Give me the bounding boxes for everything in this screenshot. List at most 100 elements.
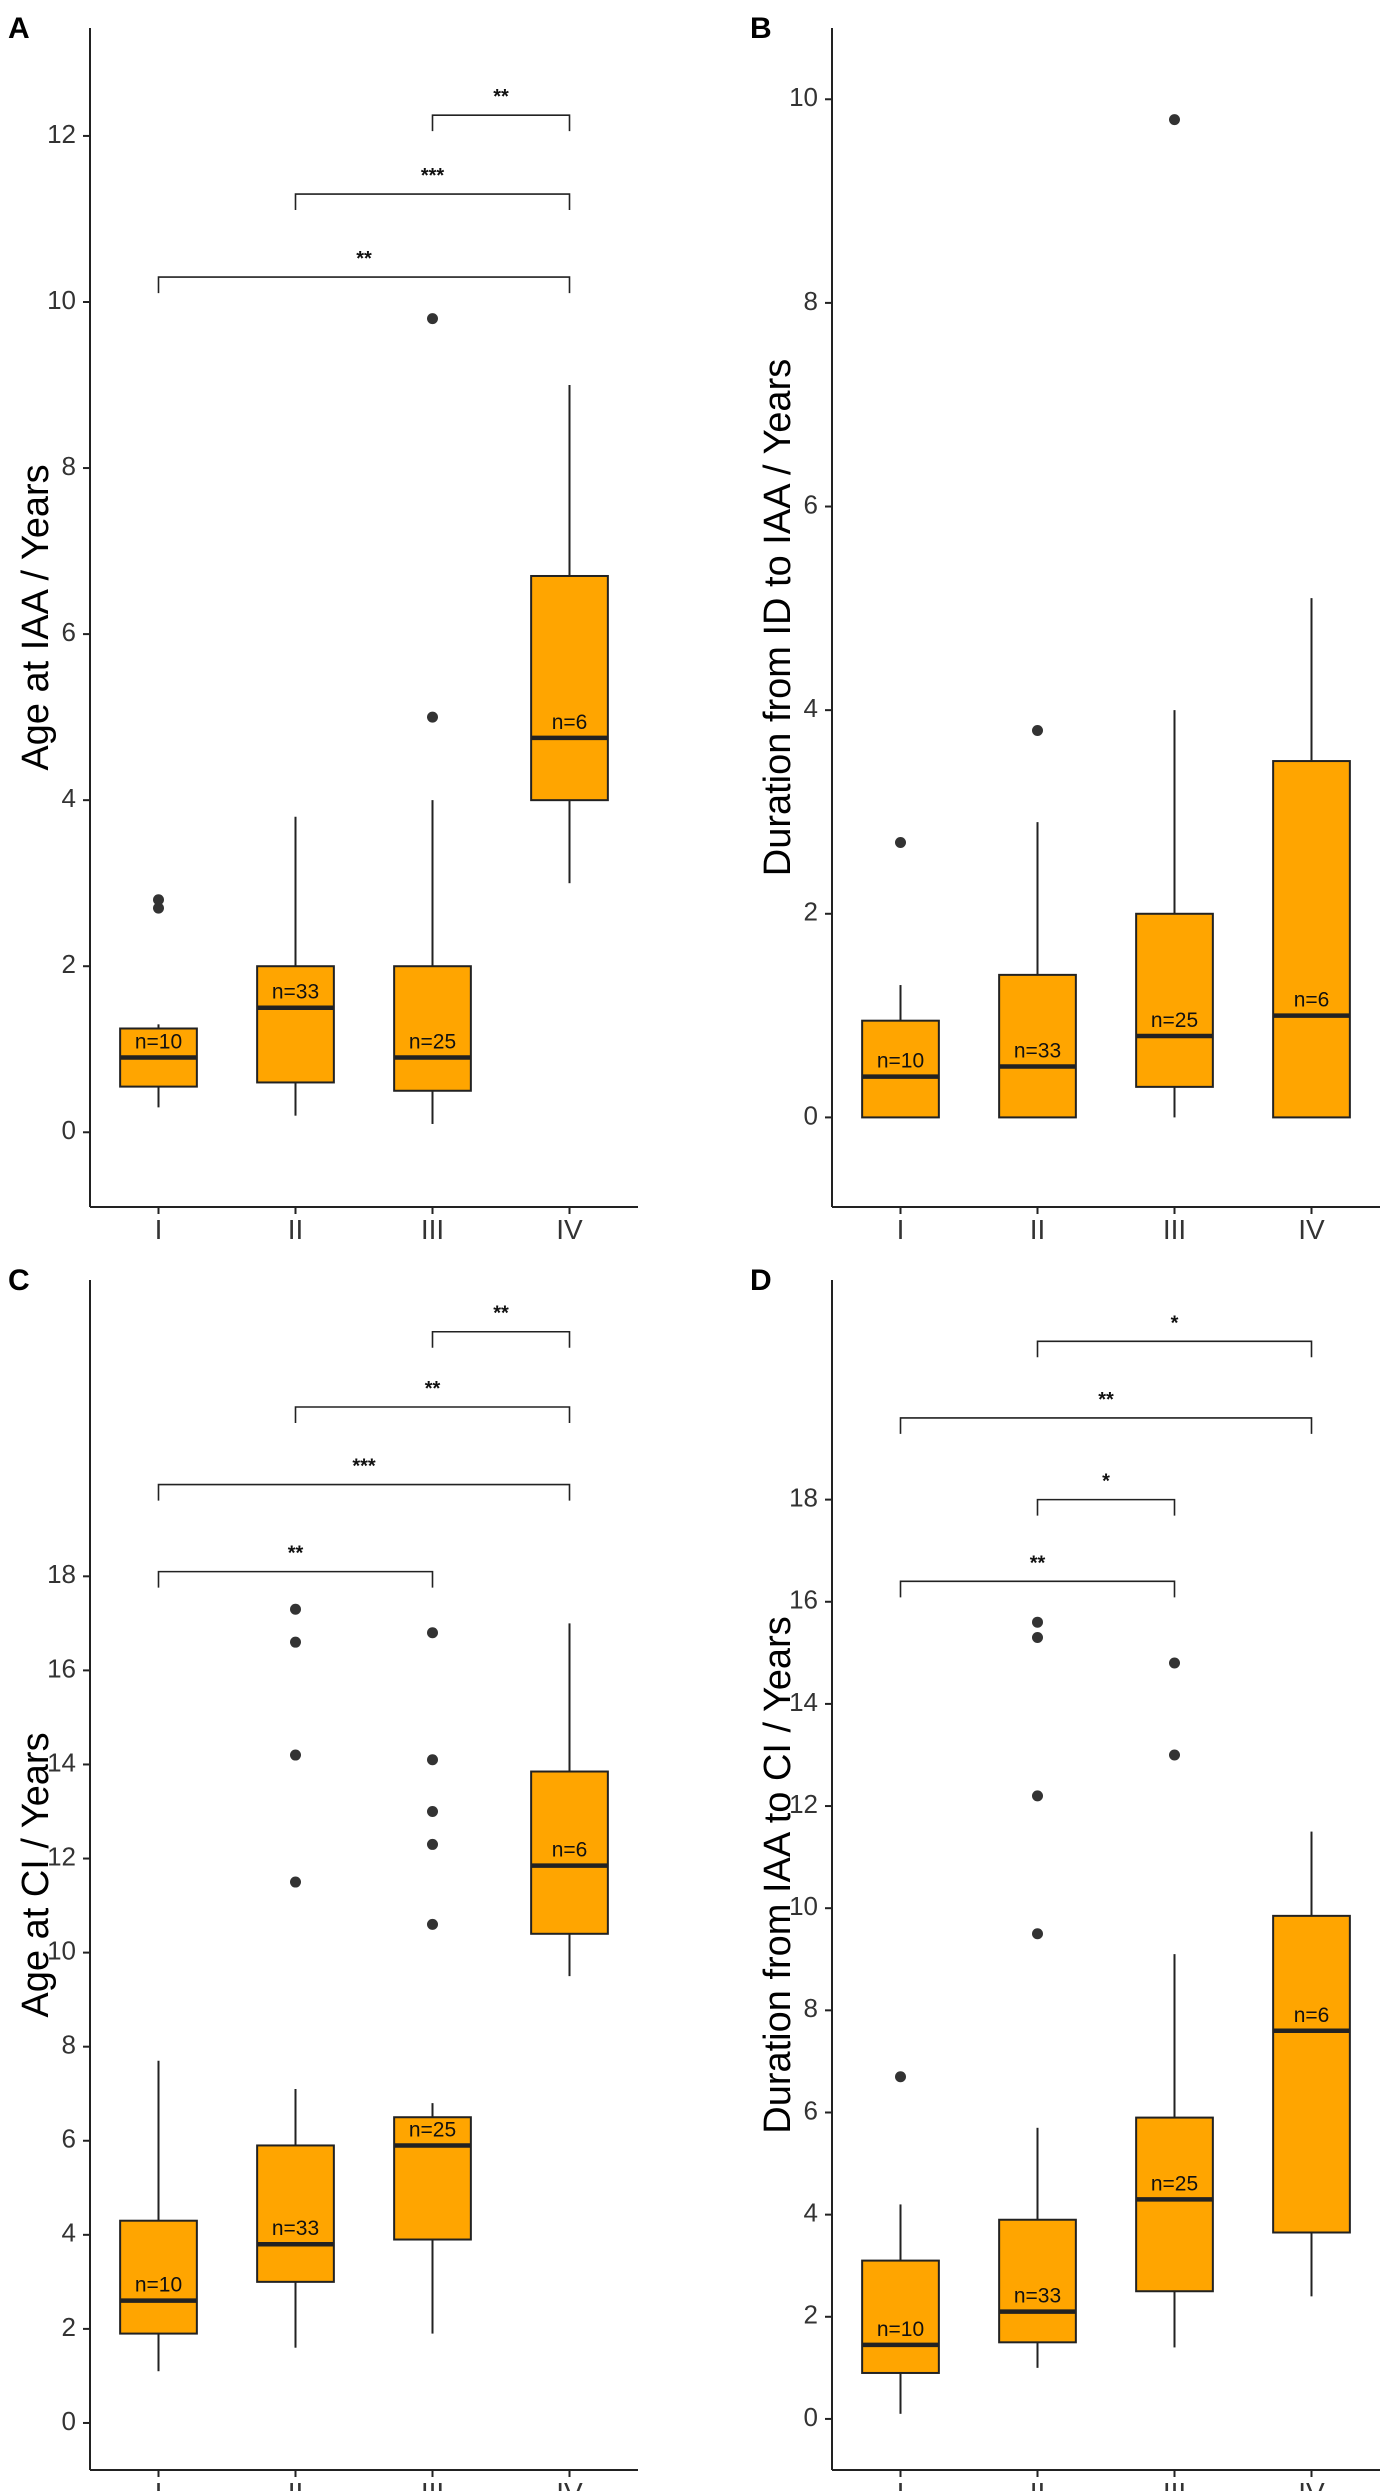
y-tick-label: 6 [62,617,76,647]
x-tick-label: II [288,2477,304,2491]
outlier-point [290,1636,301,1648]
box-II [256,965,335,1084]
box-II [256,2144,335,2283]
outlier-point [427,1627,438,1639]
y-tick-label: 4 [62,783,76,813]
y-tick-label: 0 [804,2402,818,2432]
y-tick-label: 12 [47,119,76,149]
box-IV [530,574,609,802]
outlier-point [1169,1657,1180,1669]
significance-label: * [1171,1312,1179,1334]
x-tick-label: I [155,1214,163,1245]
n-label: n=10 [135,1031,182,1054]
y-tick-label: 14 [47,1747,76,1777]
outlier-point [290,1603,301,1615]
n-label: n=6 [552,1839,588,1862]
outlier-point [895,2071,906,2083]
box-III [393,2116,472,2241]
significance-label: * [1102,1471,1110,1493]
outlier-point [1032,1928,1043,1940]
y-tick-label: 0 [62,1115,76,1145]
box-III [393,965,472,1092]
panel-letter: C [8,1264,30,1297]
y-axis-title: Duration from ID to IAA / Years [757,359,799,876]
x-tick-label: II [1030,1214,1046,1245]
significance-label: ** [288,1543,304,1565]
outlier-point [153,894,164,906]
significance-label: *** [421,165,445,187]
y-tick-label: 8 [804,1993,818,2023]
y-tick-label: 8 [804,286,818,316]
n-label: n=33 [1014,1039,1061,1062]
panel-c: C024681012141618IIIIIIIVAge at CI / Year… [8,1264,638,2491]
significance-label: ** [1030,1552,1046,1574]
n-label: n=25 [409,2118,456,2141]
y-tick-label: 16 [789,1585,818,1615]
n-label: n=33 [272,981,319,1004]
x-tick-label: IV [1298,2477,1325,2491]
n-label: n=6 [1294,989,1330,1012]
outlier-point [153,902,164,914]
panel-letter: D [750,1264,772,1297]
y-tick-label: 14 [789,1687,818,1717]
n-label: n=33 [272,2217,319,2240]
significance-bracket [1036,1340,1313,1358]
box-IV [530,1770,609,1935]
box-III [1135,912,1214,1088]
x-tick-label: II [288,1214,304,1245]
outlier-point [427,313,438,325]
y-tick-label: 12 [789,1789,818,1819]
y-tick-label: 2 [804,897,818,927]
significance-label: ** [356,248,372,270]
y-tick-label: 0 [62,2406,76,2436]
n-label: n=6 [552,711,588,734]
significance-bracket [157,1483,571,1501]
outlier-point [1032,1632,1043,1644]
significance-bracket [294,1406,571,1423]
significance-bracket [294,193,571,211]
box-I [119,2219,198,2335]
x-tick-label: IV [1298,1214,1325,1245]
panel-letter: B [750,12,772,45]
y-tick-label: 18 [47,1559,76,1589]
n-label: n=10 [877,1050,924,1073]
significance-bracket [1036,1498,1176,1516]
significance-label: ** [1098,1389,1114,1411]
n-label: n=25 [409,1031,456,1054]
y-tick-label: 18 [789,1482,818,1512]
y-tick-label: 10 [47,285,76,315]
y-tick-label: 16 [47,1653,76,1683]
n-label: n=6 [1294,2004,1330,2027]
outlier-point [1032,1616,1043,1628]
y-tick-label: 2 [62,949,76,979]
y-tick-label: 6 [62,2124,76,2154]
box-IV [1272,760,1351,1119]
significance-bracket [431,1330,571,1348]
box-IV [1272,1914,1351,2234]
x-tick-label: I [155,2477,163,2491]
outlier-point [427,1806,438,1818]
outlier-point [1032,1790,1043,1802]
y-tick-label: 12 [47,1841,76,1871]
outlier-point [427,1754,438,1766]
n-label: n=10 [135,2274,182,2297]
x-tick-label: III [421,1214,444,1245]
y-axis-title: Duration from IAA to CI / Years [757,1616,799,2133]
significance-bracket [899,1417,1313,1434]
significance-bracket [157,1570,434,1588]
significance-bracket [157,276,571,294]
significance-bracket [431,114,571,132]
panel-d: D024681012141618IIIIIIIVDuration from IA… [750,1264,1380,2491]
y-tick-label: 6 [804,2095,818,2125]
y-tick-label: 0 [804,1100,818,1130]
significance-label: *** [352,1456,376,1478]
panel-letter: A [8,12,30,45]
outlier-point [1032,725,1043,737]
significance-label: ** [493,86,509,108]
x-tick-label: III [421,2477,444,2491]
box-III [1135,2116,1214,2293]
outlier-point [427,711,438,723]
box-I [861,2259,940,2374]
outlier-point [895,837,906,849]
